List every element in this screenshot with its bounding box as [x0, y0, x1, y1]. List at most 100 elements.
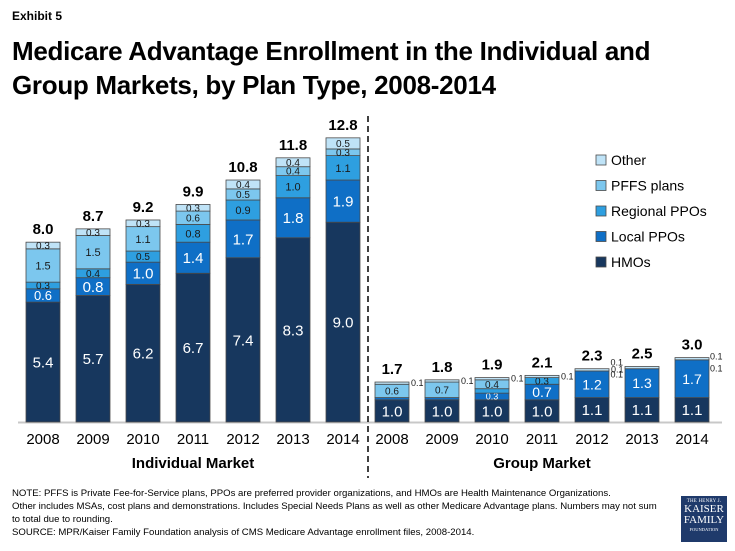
data-label: 1.1	[582, 402, 603, 419]
bar-segment-other	[125, 219, 161, 228]
total-label: 2.1	[532, 354, 553, 371]
total-label: 8.0	[33, 221, 54, 238]
footnotes: NOTE: PFFS is Private Fee-for-Service pl…	[12, 487, 667, 539]
total-label: 2.3	[582, 348, 603, 365]
legend-label: HMOs	[611, 254, 651, 270]
x-tick-label: 2012	[575, 431, 608, 448]
source-line: SOURCE: MPR/Kaiser Family Foundation ana…	[12, 527, 475, 538]
bar-segment-local-ppos	[624, 368, 660, 398]
x-tick-label: 2009	[425, 431, 458, 448]
bar-segment-other	[25, 241, 61, 250]
x-tick-label: 2011	[526, 431, 558, 448]
data-label: 1.1	[682, 402, 703, 419]
legend-swatch-pffs-plans	[595, 180, 607, 191]
total-label: 12.8	[328, 117, 357, 134]
data-label: 0.7	[435, 385, 449, 396]
total-label: 10.8	[228, 159, 257, 176]
logo-line-3: FAMILY	[683, 514, 725, 526]
data-label: 0.6	[385, 387, 399, 398]
bar-segment-other	[75, 228, 111, 236]
legend-label: Other	[611, 152, 646, 168]
logo-line-1: THE HENRY J.	[686, 499, 722, 504]
total-label: 8.7	[83, 208, 104, 225]
bar-segment-hmos	[225, 257, 261, 423]
legend-swatch-hmos	[595, 256, 607, 268]
group-label: Group Market	[493, 455, 591, 472]
data-label: 0.3	[86, 228, 100, 239]
data-label: 0.3	[535, 377, 549, 388]
x-tick-label: 2014	[675, 431, 708, 448]
bar-segment-other	[474, 377, 510, 381]
outside-data-label: 0.1	[710, 352, 723, 362]
data-label: 1.5	[85, 247, 100, 259]
data-label: 1.8	[283, 210, 304, 227]
logo-line-4: FOUNDATION	[689, 527, 719, 532]
outside-data-label: 0.1	[611, 365, 624, 375]
total-label: 1.9	[482, 357, 503, 374]
data-label: 6.2	[133, 346, 154, 363]
kff-logo: THE HENRY J. KAISER FAMILY FOUNDATION	[681, 496, 727, 542]
data-label: 0.8	[83, 279, 104, 296]
bar-segment-other	[325, 137, 361, 150]
total-label: 11.8	[279, 137, 307, 154]
legend-swatch-other	[595, 154, 607, 166]
bar-segment-local-ppos	[325, 179, 361, 223]
data-label: 1.1	[335, 163, 350, 175]
data-label: 0.3	[486, 392, 499, 402]
bar-segment-other	[524, 374, 560, 379]
bar-segment-other	[624, 366, 660, 370]
x-tick-label: 2010	[475, 431, 508, 448]
note-line-2: Other includes MSAs, cost plans and demo…	[12, 501, 657, 525]
bar-segment-hmos	[325, 221, 361, 423]
bar-segment-pffs-plans	[75, 235, 111, 270]
data-label: 1.1	[135, 234, 150, 246]
x-tick-label: 2013	[276, 431, 309, 448]
total-label: 2.5	[632, 346, 653, 363]
bar-segment-regional-ppos	[325, 155, 361, 181]
data-label: 0.5	[136, 252, 150, 263]
data-label: 0.4	[236, 180, 250, 191]
outside-data-label: 0.1	[511, 374, 524, 384]
chart-title: Medicare Advantage Enrollment in the Ind…	[12, 36, 651, 100]
data-label: 0.3	[36, 241, 50, 252]
legend-label: PFFS plans	[611, 178, 684, 194]
exhibit-label: Exhibit 5	[12, 9, 63, 23]
data-label: 0.5	[336, 139, 350, 150]
data-label: 1.0	[285, 182, 300, 194]
outside-data-label: 0.1	[461, 376, 474, 386]
data-label: 0.9	[235, 205, 250, 217]
data-label: 1.0	[432, 403, 453, 420]
x-tick-label: 2008	[26, 431, 59, 448]
outside-data-label: 0.1	[610, 370, 623, 380]
bar-segment-pffs-plans	[25, 248, 61, 283]
data-label: 7.4	[233, 332, 254, 349]
bar-segment-other	[374, 381, 410, 385]
x-tick-label: 2010	[126, 431, 159, 448]
x-tick-label: 2012	[226, 431, 259, 448]
data-label: 1.0	[382, 403, 403, 420]
data-label: 0.4	[86, 269, 100, 280]
bar-segment-hmos	[125, 283, 161, 423]
legend-label: Regional PPOs	[611, 203, 707, 219]
bar-segment-other	[225, 179, 261, 190]
bar-segment-hmos	[75, 295, 111, 423]
data-label: 0.3	[336, 148, 350, 159]
outside-data-label: 0.1	[561, 371, 574, 381]
bar-segment-local-ppos	[674, 359, 710, 398]
data-label: 9.0	[333, 315, 354, 332]
data-label: 0.3	[136, 219, 150, 230]
legend-swatch-regional-ppos	[595, 205, 607, 217]
note-line-1: NOTE: PFFS is Private Fee-for-Service pl…	[12, 488, 611, 499]
data-label: 5.4	[33, 354, 54, 371]
data-label: 5.7	[83, 351, 104, 368]
bar-segment-other	[424, 379, 460, 383]
data-label: 1.2	[582, 376, 602, 392]
total-label: 1.8	[432, 359, 453, 376]
data-label: 1.0	[133, 266, 154, 283]
data-label: 0.4	[485, 380, 499, 391]
data-label: 0.5	[236, 190, 250, 201]
data-label: 1.0	[482, 403, 503, 420]
outside-data-label: 0.1	[710, 364, 723, 374]
x-tick-label: 2008	[375, 431, 408, 448]
data-label: 0.4	[286, 158, 300, 169]
